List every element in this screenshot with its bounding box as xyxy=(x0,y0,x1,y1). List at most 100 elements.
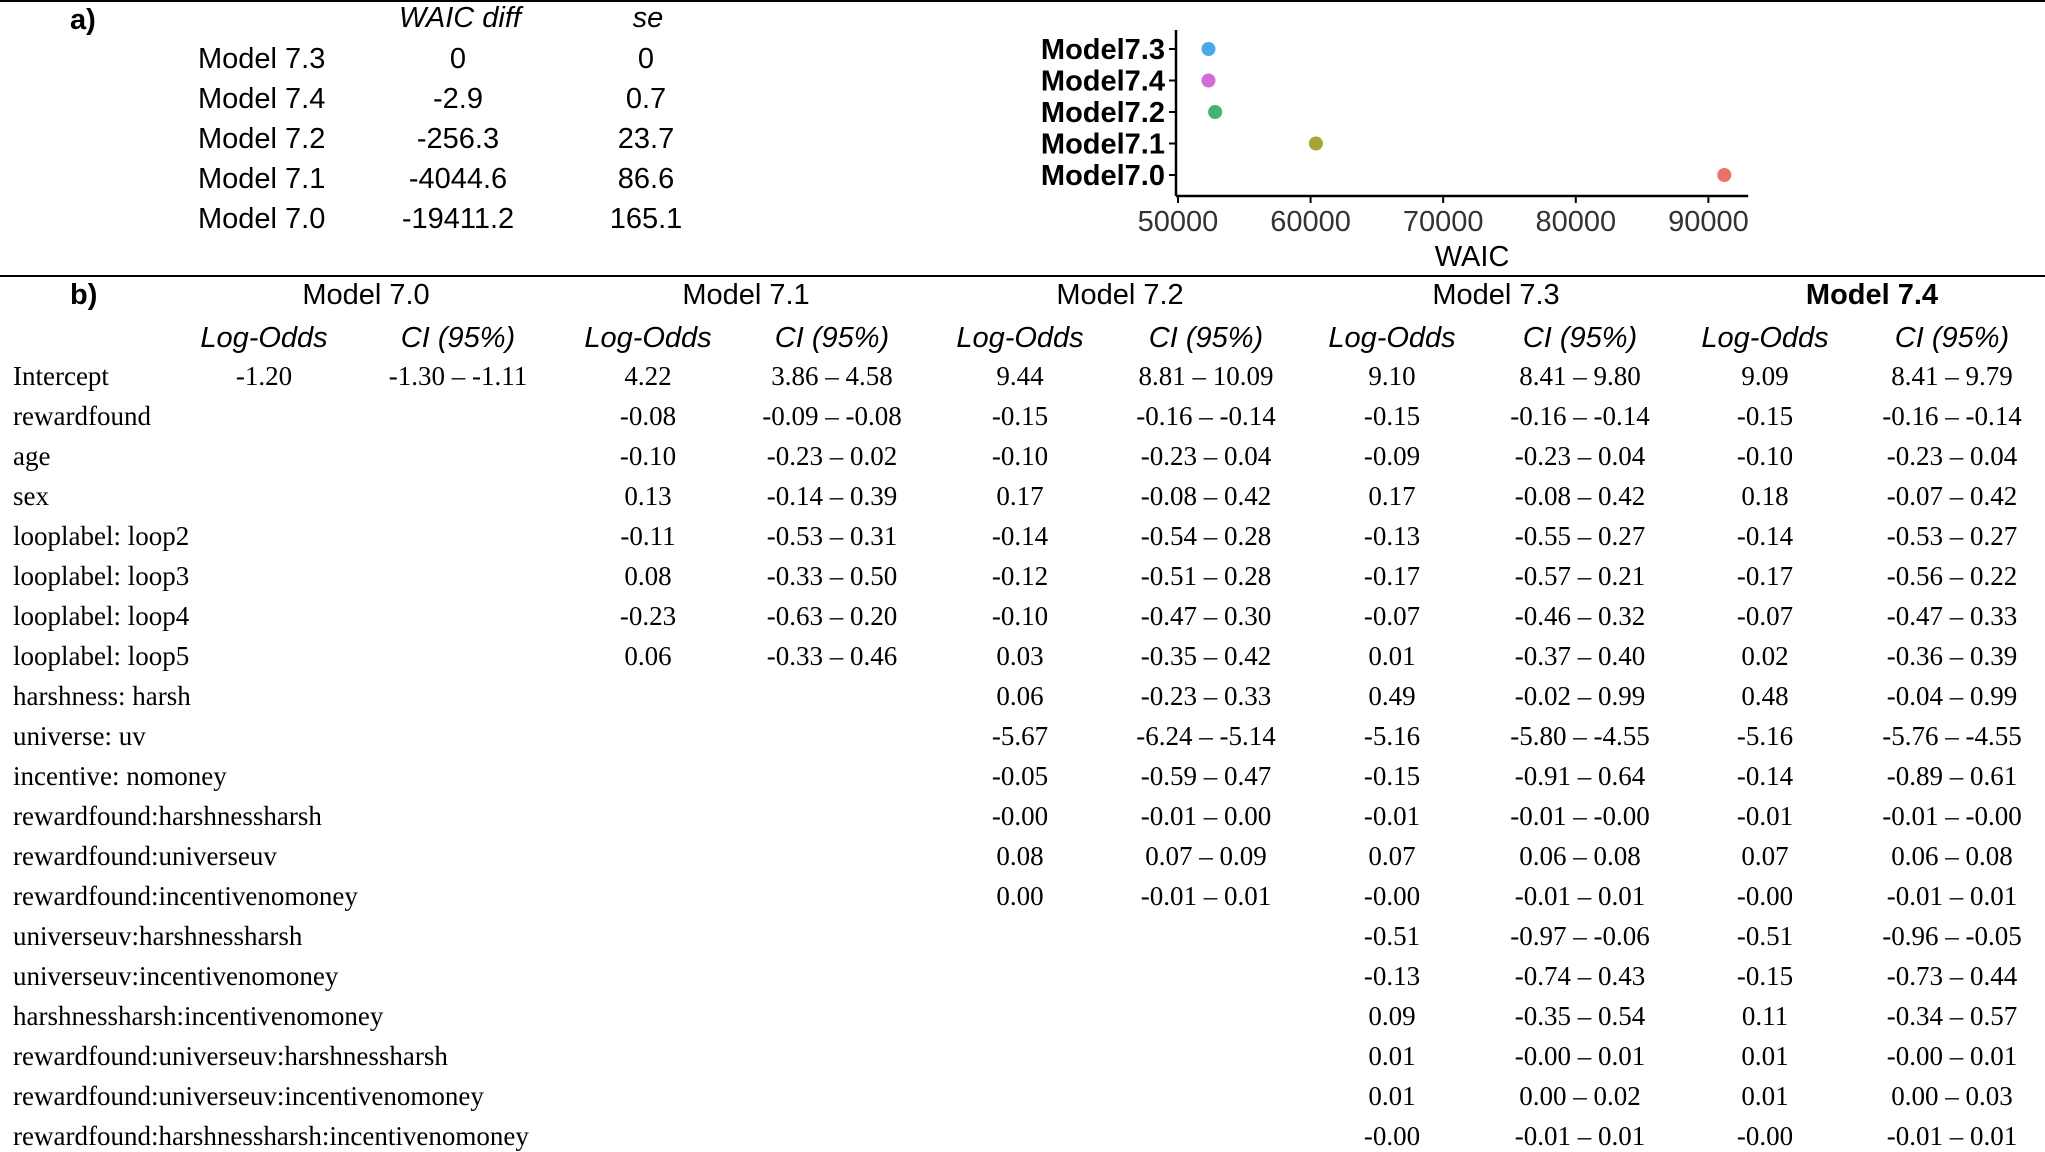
data-point xyxy=(1201,73,1216,88)
log-odds-cell: -0.15 xyxy=(1736,961,1794,991)
log-odds-cell: -0.14 xyxy=(991,521,1049,551)
predictor-label: looplabel: loop3 xyxy=(13,561,190,591)
ci-cell: -0.51 – 0.28 xyxy=(1140,561,1272,591)
x-axis-label: WAIC xyxy=(1435,241,1510,270)
ci-cell: -0.33 – 0.46 xyxy=(766,641,898,671)
log-odds-cell: -0.13 xyxy=(1363,961,1421,991)
log-odds-cell: -0.51 xyxy=(1736,921,1794,951)
ci-cell: -0.00 – 0.01 xyxy=(1886,1041,2018,1071)
y-tick-label: Model7.4 xyxy=(1041,66,1165,98)
ci-header: CI (95%) xyxy=(1522,322,1638,354)
log-odds-cell: -0.13 xyxy=(1363,521,1421,551)
ci-cell: -0.16 – -0.14 xyxy=(1510,401,1650,431)
ci-cell: -0.01 – 0.01 xyxy=(1514,1121,1646,1151)
log-odds-cell: 0.03 xyxy=(996,641,1044,671)
ci-cell: -0.46 – 0.32 xyxy=(1514,601,1646,631)
log-odds-cell: -0.12 xyxy=(991,561,1049,591)
x-tick-label: 50000 xyxy=(1138,206,1219,238)
ci-cell: -6.24 – -5.14 xyxy=(1136,721,1276,751)
log-odds-cell: 9.10 xyxy=(1368,361,1416,391)
x-tick-label: 70000 xyxy=(1403,206,1484,238)
predictor-label: rewardfound:harshnessharsh xyxy=(13,801,322,831)
model-header: Model 7.3 xyxy=(1432,279,1560,311)
ci-cell: -0.08 – 0.42 xyxy=(1514,481,1646,511)
ci-cell: -0.23 – 0.04 xyxy=(1140,441,1272,471)
ci-cell: -0.54 – 0.28 xyxy=(1140,521,1272,551)
data-point xyxy=(1208,105,1223,119)
ci-cell: 8.41 – 9.80 xyxy=(1519,361,1641,391)
log-odds-cell: -0.15 xyxy=(991,401,1049,431)
ci-cell: -0.89 – 0.61 xyxy=(1886,761,2018,791)
ci-cell: -0.96 – -0.05 xyxy=(1882,921,2022,951)
ci-cell: -5.80 – -4.55 xyxy=(1510,721,1650,751)
log-odds-cell: -0.14 xyxy=(1736,761,1794,791)
log-odds-cell: -0.07 xyxy=(1363,601,1421,631)
ci-cell: -0.53 – 0.27 xyxy=(1886,521,2018,551)
top-rule xyxy=(0,0,2045,2)
ci-cell: 0.00 – 0.02 xyxy=(1519,1081,1641,1111)
log-odds-cell: -0.10 xyxy=(1736,441,1794,471)
log-odds-cell: -0.00 xyxy=(1363,881,1421,911)
ci-cell: -0.01 – 0.01 xyxy=(1886,881,2018,911)
ci-cell: -0.35 – 0.54 xyxy=(1514,1001,1646,1031)
se-value: 165.1 xyxy=(609,203,683,235)
log-odds-cell: 0.49 xyxy=(1368,681,1416,711)
ci-cell: 0.06 – 0.08 xyxy=(1891,841,2013,871)
ci-cell: -0.55 – 0.27 xyxy=(1514,521,1646,551)
log-odds-cell: -0.17 xyxy=(1363,561,1421,591)
ci-cell: -0.04 – 0.99 xyxy=(1886,681,2018,711)
log-odds-cell: 0.06 xyxy=(996,681,1044,711)
se-value: 86.6 xyxy=(617,163,675,195)
ci-cell: -0.00 – 0.01 xyxy=(1514,1041,1646,1071)
log-odds-cell: -1.20 xyxy=(235,361,293,391)
log-odds-cell: 0.18 xyxy=(1741,481,1789,511)
ci-cell: 0.06 – 0.08 xyxy=(1519,841,1641,871)
ci-cell: -5.76 – -4.55 xyxy=(1882,721,2022,751)
ci-cell: -0.01 – -0.00 xyxy=(1882,801,2022,831)
log-odds-cell: 0.02 xyxy=(1741,641,1789,671)
waic-diff-value: 0 xyxy=(449,43,467,75)
log-odds-header: Log-Odds xyxy=(584,322,712,354)
predictor-label: harshnessharsh:incentivenomoney xyxy=(13,1001,384,1031)
waic-row-model: Model 7.0 xyxy=(198,203,326,235)
waic-diff-value: -256.3 xyxy=(416,123,500,155)
predictor-label: sex xyxy=(13,481,49,511)
log-odds-cell: -0.23 xyxy=(619,601,677,631)
ci-cell: -0.63 – 0.20 xyxy=(766,601,898,631)
log-odds-cell: -0.10 xyxy=(991,441,1049,471)
model-header: Model 7.2 xyxy=(1056,279,1184,311)
ci-cell: -0.73 – 0.44 xyxy=(1886,961,2018,991)
log-odds-cell: 0.01 xyxy=(1741,1081,1789,1111)
ci-cell: -0.16 – -0.14 xyxy=(1136,401,1276,431)
predictor-label: rewardfound:universeuv:harshnessharsh xyxy=(13,1041,448,1071)
predictor-label: rewardfound xyxy=(13,401,151,431)
waic-dot-plot: Model7.3Model7.4Model7.2Model7.1Model7.0… xyxy=(1041,30,1749,270)
y-tick-label: Model7.1 xyxy=(1041,129,1165,161)
log-odds-cell: -5.16 xyxy=(1736,721,1794,751)
predictor-label: rewardfound:incentivenomoney xyxy=(13,881,358,911)
log-odds-cell: 0.01 xyxy=(1741,1041,1789,1071)
y-tick-label: Model7.2 xyxy=(1041,97,1165,129)
log-odds-cell: -0.15 xyxy=(1736,401,1794,431)
predictor-label: rewardfound:universeuv xyxy=(13,841,277,871)
log-odds-cell: -0.01 xyxy=(1363,801,1421,831)
log-odds-cell: 0.08 xyxy=(624,561,672,591)
ci-cell: 0.07 – 0.09 xyxy=(1145,841,1267,871)
ci-cell: -0.37 – 0.40 xyxy=(1514,641,1646,671)
ci-cell: -0.01 – -0.00 xyxy=(1510,801,1650,831)
ci-cell: 8.81 – 10.09 xyxy=(1138,361,1274,391)
log-odds-cell: -0.08 xyxy=(619,401,677,431)
log-odds-cell: 0.07 xyxy=(1368,841,1416,871)
log-odds-cell: -0.00 xyxy=(991,801,1049,831)
waic-row-model: Model 7.3 xyxy=(198,43,326,75)
model-header: Model 7.4 xyxy=(1805,279,1939,311)
se-value: 0.7 xyxy=(625,83,667,115)
log-odds-cell: 0.13 xyxy=(624,481,672,511)
log-odds-header: Log-Odds xyxy=(1701,322,1829,354)
ci-cell: -0.07 – 0.42 xyxy=(1886,481,2018,511)
waic-diff-value: -19411.2 xyxy=(401,203,515,235)
x-tick-label: 80000 xyxy=(1535,206,1616,238)
log-odds-cell: 0.01 xyxy=(1368,641,1416,671)
ci-cell: -0.23 – 0.33 xyxy=(1140,681,1272,711)
